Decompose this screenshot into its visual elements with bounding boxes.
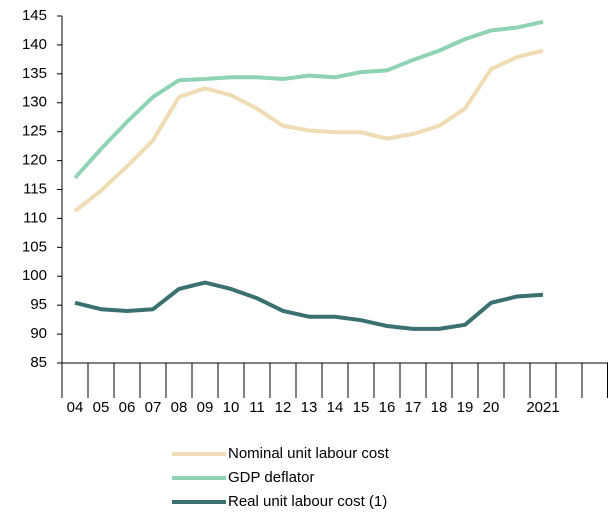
x-tick-label: 11: [249, 399, 265, 416]
x-tick-label: 19: [457, 399, 474, 416]
y-tick-label: 95: [30, 296, 47, 313]
y-tick-label: 100: [22, 267, 47, 284]
y-tick-label: 145: [22, 7, 47, 24]
x-tick-label: 10: [223, 399, 240, 416]
x-tick-label: 17: [405, 399, 422, 416]
data-line: [74, 280, 544, 331]
x-tick-label: 15: [353, 399, 370, 416]
legend-label: Nominal unit labour cost: [228, 445, 390, 462]
x-tick-label: 09: [197, 399, 214, 416]
y-tick-label: 105: [22, 238, 47, 255]
x-tick-label: 05: [93, 399, 110, 416]
legend-label: Real unit labour cost (1): [228, 493, 387, 510]
y-tick-label: 90: [30, 325, 47, 342]
x-tick-label: 16: [379, 399, 396, 416]
y-tick-label: 110: [23, 209, 47, 226]
y-tick-label: 125: [22, 123, 47, 140]
x-tick-label: 18: [431, 399, 448, 416]
x-tick-label: 13: [301, 399, 318, 416]
y-tick-label: 85: [30, 354, 47, 371]
y-tick-label: 135: [22, 65, 47, 82]
x-tick-label: 04: [67, 399, 84, 416]
y-tick-label: 130: [22, 94, 47, 111]
legend-label: GDP deflator: [228, 469, 314, 486]
y-tick-label: 115: [23, 180, 47, 197]
data-line: [73, 19, 544, 180]
x-tick-label: 06: [119, 399, 136, 416]
x-tick-label: 08: [171, 399, 188, 416]
data-line: [73, 48, 544, 213]
x-tick-label: 07: [145, 399, 162, 416]
x-tick-label: 14: [327, 399, 344, 416]
x-tick-label: 2021: [526, 399, 559, 416]
y-tick-label: 120: [22, 152, 47, 169]
x-tick-label: 12: [275, 399, 292, 416]
x-tick-label: 20: [483, 399, 500, 416]
y-tick-label: 140: [22, 36, 47, 53]
